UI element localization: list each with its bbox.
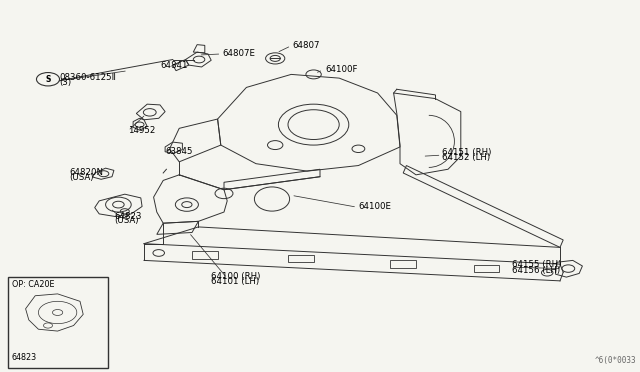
Text: 64823: 64823 xyxy=(114,212,141,221)
Text: 63845: 63845 xyxy=(165,147,193,156)
Bar xyxy=(390,260,416,268)
Text: S: S xyxy=(45,75,51,84)
Text: 64100 (RH): 64100 (RH) xyxy=(211,272,260,280)
Text: 08360-6125Ⅱ: 08360-6125Ⅱ xyxy=(60,73,116,82)
Text: 64823: 64823 xyxy=(12,353,36,362)
Text: 64807: 64807 xyxy=(292,41,320,50)
Text: 64156 (LH): 64156 (LH) xyxy=(512,266,560,275)
Text: 64841: 64841 xyxy=(160,61,188,70)
Text: 64807E: 64807E xyxy=(222,49,255,58)
Bar xyxy=(474,265,499,272)
Text: 64820N: 64820N xyxy=(69,169,103,177)
Text: 64151 (RH): 64151 (RH) xyxy=(442,148,491,157)
Text: 64152 (LH): 64152 (LH) xyxy=(442,153,490,162)
Text: 64101 (LH): 64101 (LH) xyxy=(211,277,259,286)
Text: (USA): (USA) xyxy=(69,173,93,182)
Bar xyxy=(192,251,218,259)
Bar xyxy=(288,255,314,262)
Bar xyxy=(8,277,108,368)
Text: (USA): (USA) xyxy=(114,217,138,225)
Text: OP: CA20E: OP: CA20E xyxy=(12,280,54,289)
Text: (3): (3) xyxy=(60,78,72,87)
Text: 64100E: 64100E xyxy=(358,202,392,211)
Text: ^6(0*0033: ^6(0*0033 xyxy=(595,356,637,365)
Text: 64100F: 64100F xyxy=(325,65,358,74)
Text: 64155 (RH): 64155 (RH) xyxy=(512,260,561,269)
Text: 14952: 14952 xyxy=(128,126,156,135)
